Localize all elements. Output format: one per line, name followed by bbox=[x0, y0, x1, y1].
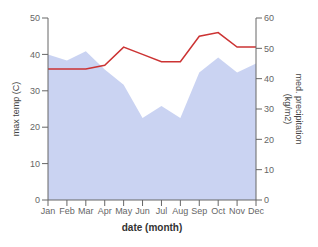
svg-text:50: 50 bbox=[30, 13, 40, 23]
svg-text:40: 40 bbox=[264, 74, 274, 84]
svg-text:60: 60 bbox=[264, 13, 274, 23]
svg-text:Mar: Mar bbox=[78, 206, 94, 216]
svg-text:Oct: Oct bbox=[211, 206, 226, 216]
svg-text:Apr: Apr bbox=[98, 206, 112, 216]
svg-text:Sep: Sep bbox=[191, 206, 207, 216]
svg-text:10: 10 bbox=[30, 159, 40, 169]
svg-text:May: May bbox=[115, 206, 133, 216]
svg-text:0: 0 bbox=[264, 195, 269, 205]
svg-text:30: 30 bbox=[30, 86, 40, 96]
svg-text:40: 40 bbox=[30, 50, 40, 60]
svg-text:max temp (C): max temp (C) bbox=[11, 82, 21, 137]
svg-text:Jul: Jul bbox=[156, 206, 168, 216]
svg-text:med. precipitation(kg/m2): med. precipitation(kg/m2) bbox=[283, 73, 304, 144]
svg-text:10: 10 bbox=[264, 165, 274, 175]
svg-text:20: 20 bbox=[30, 122, 40, 132]
svg-text:Aug: Aug bbox=[172, 206, 188, 216]
svg-text:30: 30 bbox=[264, 104, 274, 114]
svg-text:Jan: Jan bbox=[41, 206, 56, 216]
svg-text:Jun: Jun bbox=[135, 206, 150, 216]
svg-text:Feb: Feb bbox=[59, 206, 75, 216]
svg-text:50: 50 bbox=[264, 44, 274, 54]
svg-text:20: 20 bbox=[264, 135, 274, 145]
svg-text:Dec: Dec bbox=[248, 206, 265, 216]
svg-text:0: 0 bbox=[35, 195, 40, 205]
svg-text:Nov: Nov bbox=[229, 206, 246, 216]
svg-text:date (month): date (month) bbox=[122, 222, 183, 233]
